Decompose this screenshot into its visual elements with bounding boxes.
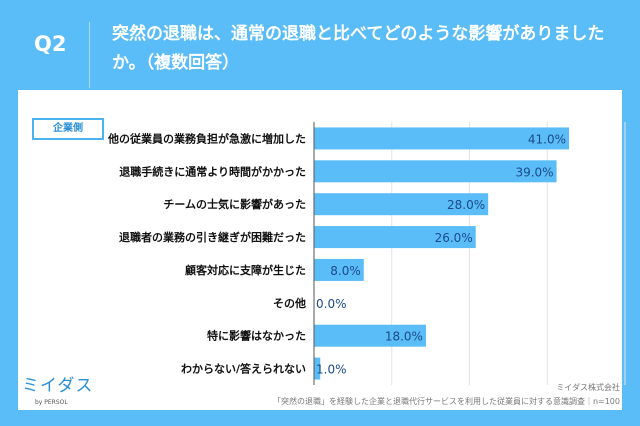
data-label: 28.0% [447,198,485,212]
category-label: 顧客対応に支障が生じた [185,263,306,277]
bar [314,127,570,150]
logo: ミイダス [22,376,94,396]
question-title: 突然の退職は、通常の退職と比べてどのような影響がありましたか。（複数回答） [112,24,605,73]
category-label: 特に影響はなかった [207,329,306,343]
bar [314,324,426,347]
data-label: 41.0% [528,132,566,146]
bar [314,226,476,249]
bar [314,193,489,216]
segment-tag: 企業側 [32,118,104,140]
bar [314,160,557,183]
data-label: 39.0% [515,165,553,179]
bar [314,258,364,281]
divider [89,22,90,88]
category-label: チームの士気に影響があった [163,197,306,211]
source-note: 「突然の退職」を経験した企業と退職代行サービスを利用した従業員に対する意識調査｜… [272,397,620,406]
data-label: 8.0% [330,264,361,278]
question-number: Q2 [34,32,67,56]
data-label: 18.0% [385,330,423,344]
data-label: 26.0% [435,231,473,245]
data-label: 1.0% [316,363,347,377]
logo-sub: by PERSOL [35,399,68,406]
company-name: ミイダス株式会社 [556,383,620,392]
category-label: その他 [273,296,306,310]
category-label: 退職者の業務の引き継ぎが困難だった [119,230,306,244]
category-label: 他の従業員の業務負担が急激に増加した [107,131,306,145]
category-label: 退職手続きに通常より時間がかかった [119,164,306,178]
bar [314,357,321,380]
data-label: 0.0% [316,297,347,311]
category-label: わからない/答えられない [181,362,306,376]
